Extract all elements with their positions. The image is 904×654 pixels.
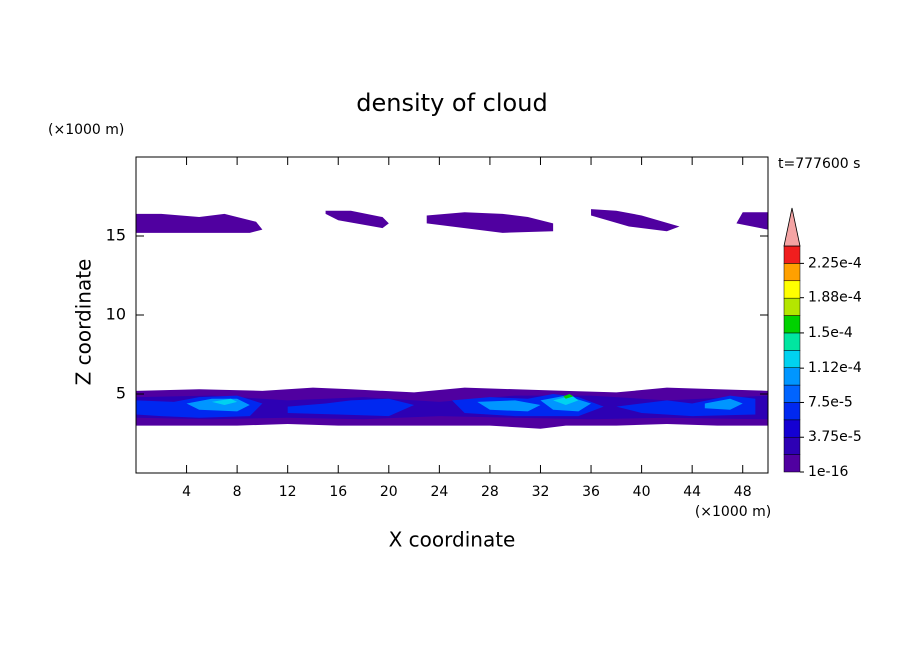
colorbar-tick-label: 1.12e-4 <box>808 360 862 376</box>
contour-region <box>591 209 680 232</box>
y-tick-label: 5 <box>116 384 126 403</box>
x-tick-label: 48 <box>734 484 752 500</box>
colorbar-band <box>783 297 801 316</box>
colorbar-band <box>783 263 801 282</box>
x-tick-label: 32 <box>532 484 550 500</box>
colorbar-tick-label: 3.75e-5 <box>808 429 862 445</box>
colorbar-band <box>783 402 801 421</box>
x-tick-label: 8 <box>233 484 242 500</box>
contour-region <box>736 212 768 230</box>
x-tick-label: 16 <box>329 484 347 500</box>
y-axis-label: Z coordinate <box>72 259 96 386</box>
y-tick-label: 10 <box>106 305 126 324</box>
x-tick-label: 40 <box>633 484 651 500</box>
x-tick-label: 36 <box>582 484 600 500</box>
colorbar-band <box>783 454 801 473</box>
colorbar-band <box>783 245 801 264</box>
contour-region <box>704 398 743 410</box>
chart-title: density of cloud <box>356 89 547 117</box>
colorbar-band <box>783 367 801 386</box>
contour-region <box>426 212 554 233</box>
contour-region <box>477 400 541 412</box>
colorbar-band <box>783 384 801 403</box>
colorbar-band <box>783 280 801 299</box>
contour-region <box>287 398 415 417</box>
colorbar-tick-label: 2.25e-4 <box>808 255 862 271</box>
colorbar-tick-label: 1.5e-4 <box>808 325 853 341</box>
time-annotation: t=777600 s <box>778 156 860 172</box>
colorbar-overflow <box>783 207 801 247</box>
colorbar-band <box>783 419 801 438</box>
x-tick-label: 12 <box>279 484 297 500</box>
colorbar-tick-label: 1e-16 <box>808 464 848 480</box>
colorbar-band <box>783 436 801 455</box>
contour-region <box>553 395 579 406</box>
x-unit: (×1000 m) <box>695 504 771 520</box>
contour-region <box>211 398 238 406</box>
colorbar-band <box>783 332 801 351</box>
x-tick-label: 20 <box>380 484 398 500</box>
x-axis-label: X coordinate <box>389 528 516 552</box>
x-tick-label: 4 <box>182 484 191 500</box>
contour-region <box>136 395 768 420</box>
colorbar-tick-label: 7.5e-5 <box>808 394 853 410</box>
x-tick-label: 28 <box>481 484 499 500</box>
contour-region <box>563 394 574 399</box>
colorbar-tick-label: 1.88e-4 <box>808 290 862 306</box>
x-tick-label: 44 <box>683 484 701 500</box>
y-tick-label: 15 <box>106 226 126 245</box>
plot-area <box>136 209 768 429</box>
contour-region <box>136 213 263 233</box>
contour-region <box>325 210 389 229</box>
x-tick-label: 24 <box>430 484 448 500</box>
colorbar-band <box>783 315 801 334</box>
y-unit: (×1000 m) <box>48 122 124 138</box>
colorbar-band <box>783 350 801 368</box>
